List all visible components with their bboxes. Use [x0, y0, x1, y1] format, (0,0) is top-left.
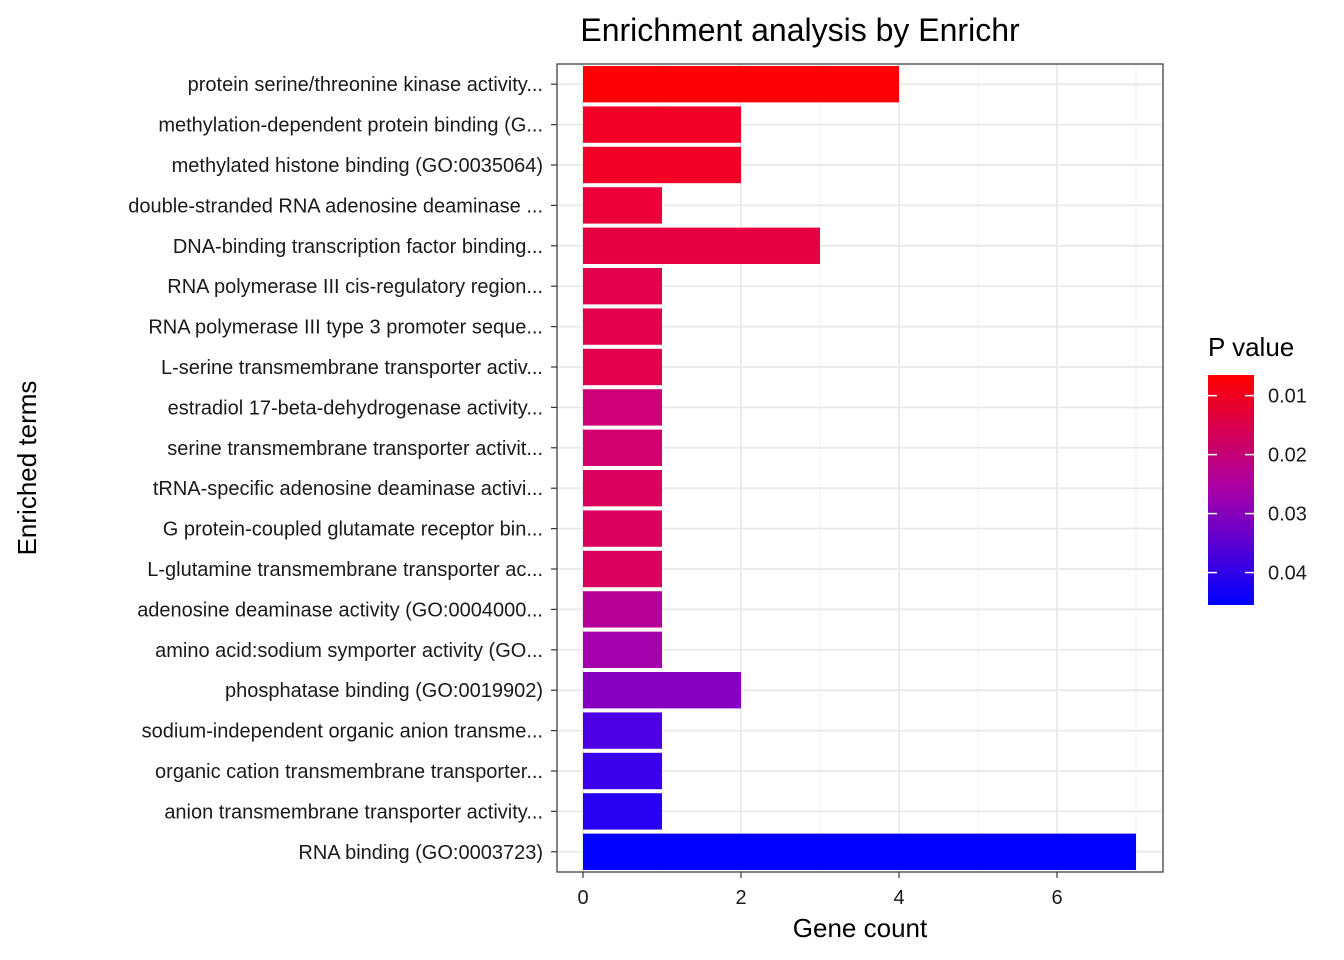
legend-label: 0.03	[1268, 504, 1307, 526]
y-tick-label: DNA-binding transcription factor binding…	[173, 236, 543, 258]
bar	[583, 470, 662, 507]
y-tick-label: double-stranded RNA adenosine deaminase …	[128, 195, 543, 217]
x-axis-title: Gene count	[793, 913, 928, 943]
bar	[583, 227, 820, 264]
bar	[583, 672, 741, 709]
bar	[583, 348, 662, 386]
bar	[583, 793, 662, 830]
legend: P value 0.01 0.02 0.03 0.04	[1208, 332, 1307, 605]
y-tick-label: RNA polymerase III type 3 promoter seque…	[148, 317, 543, 339]
y-tick-label: serine transmembrane transporter activit…	[167, 438, 543, 460]
y-tick-label: organic cation transmembrane transporter…	[155, 761, 543, 783]
legend-colorbar	[1208, 375, 1254, 605]
bar	[583, 308, 662, 345]
y-tick-label: G protein-coupled glutamate receptor bin…	[163, 519, 543, 541]
y-tick-label: RNA polymerase III cis-regulatory region…	[167, 276, 543, 298]
y-axis: protein serine/threonine kinase activity…	[128, 74, 557, 864]
y-axis-title: Enriched terms	[12, 381, 42, 556]
y-tick-label: protein serine/threonine kinase activity…	[188, 74, 543, 96]
y-tick-label: anion transmembrane transporter activity…	[164, 801, 543, 823]
bar	[583, 591, 662, 628]
panel-border	[556, 63, 1164, 873]
bar	[583, 389, 662, 426]
bar	[583, 66, 899, 103]
y-tick-label: sodium-independent organic anion transme…	[142, 721, 543, 743]
y-tick-label: methylation-dependent protein binding (G…	[158, 115, 543, 137]
bar	[583, 429, 662, 466]
x-tick-label: 2	[735, 887, 746, 909]
bar	[583, 712, 662, 749]
bar	[583, 510, 662, 547]
y-tick-label: amino acid:sodium symporter activity (GO…	[155, 640, 543, 662]
x-axis: 0 2 4 6	[577, 872, 1063, 909]
bar	[583, 187, 662, 224]
y-tick-label: phosphatase binding (GO:0019902)	[225, 680, 543, 702]
x-tick-label: 4	[893, 887, 904, 909]
y-tick-label: tRNA-specific adenosine deaminase activi…	[153, 478, 543, 500]
legend-label: 0.04	[1268, 563, 1307, 585]
legend-label: 0.02	[1268, 445, 1307, 467]
bar	[583, 146, 741, 184]
y-tick-label: L-glutamine transmembrane transporter ac…	[147, 559, 543, 581]
bar	[583, 631, 662, 668]
y-tick-label: adenosine deaminase activity (GO:0004000…	[137, 599, 543, 621]
y-tick-label: L-serine transmembrane transporter activ…	[161, 357, 543, 379]
legend-title: P value	[1208, 332, 1294, 362]
y-tick-label: estradiol 17-beta-dehydrogenase activity…	[168, 397, 543, 419]
bar	[583, 268, 662, 305]
bar	[583, 106, 741, 143]
bar	[583, 550, 662, 588]
y-tick-label: methylated histone binding (GO:0035064)	[172, 155, 543, 177]
bar	[583, 833, 1136, 870]
x-tick-label: 0	[577, 887, 588, 909]
plot-panel	[557, 64, 1163, 872]
y-tick-label: RNA binding (GO:0003723)	[298, 842, 543, 864]
bar	[583, 752, 662, 790]
bars	[583, 66, 1136, 870]
legend-label: 0.01	[1268, 386, 1307, 408]
chart-title: Enrichment analysis by Enrichr	[580, 12, 1020, 48]
x-tick-label: 6	[1051, 887, 1062, 909]
